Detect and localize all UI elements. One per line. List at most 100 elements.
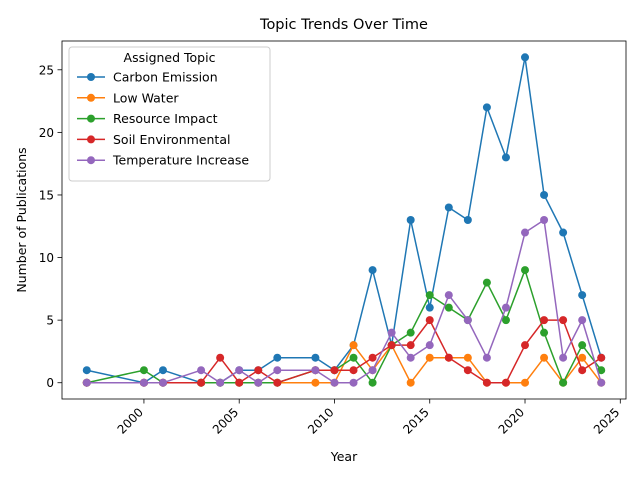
data-point [463, 216, 472, 224]
data-point [444, 291, 453, 300]
data-point [540, 316, 549, 325]
data-point [501, 303, 510, 312]
data-point [559, 378, 568, 387]
data-point [501, 153, 510, 162]
y-tick-label: 15 [39, 188, 54, 202]
data-point [540, 216, 549, 224]
data-point [235, 366, 244, 375]
data-point [425, 316, 434, 325]
y-tick-label: 10 [39, 251, 54, 265]
data-point [82, 366, 91, 375]
data-point [216, 353, 225, 362]
data-point [578, 366, 587, 375]
data-point [482, 353, 491, 362]
y-tick-label: 25 [39, 63, 54, 77]
chart-title: Topic Trends Over Time [259, 17, 428, 33]
data-point [158, 378, 167, 387]
data-point [368, 266, 377, 275]
legend-title: Assigned Topic [124, 50, 216, 65]
plot-area [82, 53, 606, 387]
data-point [254, 366, 263, 375]
y-tick-label: 20 [39, 126, 54, 140]
legend-label: Soil Environmental [113, 132, 230, 147]
legend-marker-swatch [87, 93, 95, 102]
data-point [368, 353, 377, 362]
data-point [425, 341, 434, 350]
legend-label: Carbon Emission [113, 70, 218, 85]
data-point [406, 328, 415, 337]
data-point [501, 378, 510, 387]
data-point [368, 378, 377, 387]
data-point [482, 278, 491, 287]
data-point [597, 353, 606, 362]
data-point [578, 316, 587, 325]
legend-item: Soil Environmental [77, 132, 230, 147]
data-point [406, 216, 415, 224]
legend-label: Resource Impact [113, 111, 218, 126]
data-point [311, 378, 320, 387]
data-point [349, 378, 358, 387]
data-point [482, 378, 491, 387]
data-point [158, 366, 167, 375]
data-point [463, 366, 472, 375]
data-point [349, 353, 358, 362]
data-point [444, 203, 453, 212]
data-point [349, 366, 358, 375]
legend: Assigned Topic Carbon Emission Low Water Re… [68, 46, 271, 182]
legend-marker-swatch [87, 114, 95, 123]
data-point [521, 266, 530, 275]
data-point [406, 378, 415, 387]
legend-label: Low Water [113, 90, 179, 105]
data-point [559, 316, 568, 325]
data-point [273, 353, 282, 362]
data-point [597, 366, 606, 375]
data-point [216, 378, 225, 387]
data-point [521, 341, 530, 350]
legend-marker-swatch [87, 73, 95, 81]
y-axis-label: Number of Publications [14, 147, 29, 292]
data-point [521, 53, 530, 62]
data-point [463, 316, 472, 325]
data-point [463, 353, 472, 362]
data-point [425, 291, 434, 300]
data-point [444, 353, 453, 362]
legend-item: Temperature Increase [77, 153, 249, 168]
data-point [425, 353, 434, 362]
series-temperature-increase [82, 216, 606, 387]
data-point [578, 341, 587, 350]
data-point [540, 190, 549, 199]
data-point [139, 378, 148, 387]
data-point [387, 328, 396, 337]
data-point [273, 366, 282, 375]
data-point [597, 378, 606, 387]
data-point [197, 378, 206, 387]
data-point [311, 353, 320, 362]
data-point [521, 378, 530, 387]
data-point [406, 341, 415, 350]
data-point [254, 378, 263, 387]
data-point [330, 378, 339, 387]
data-point [330, 366, 339, 375]
data-point [578, 353, 587, 362]
x-axis-label: Year [330, 449, 358, 464]
data-point [578, 291, 587, 300]
data-point [559, 228, 568, 237]
data-point [521, 228, 530, 237]
data-point [368, 366, 377, 375]
data-point [349, 341, 358, 350]
data-point [387, 341, 396, 350]
data-point [540, 328, 549, 337]
data-point [82, 378, 91, 387]
legend-marker-swatch [87, 156, 95, 165]
data-point [235, 378, 244, 387]
legend-item: Resource Impact [77, 111, 218, 126]
data-point [273, 378, 282, 387]
data-point [139, 366, 148, 375]
y-tick-label: 5 [46, 314, 54, 328]
legend-marker-swatch [87, 135, 95, 144]
data-point [197, 366, 206, 375]
data-point [540, 353, 549, 362]
y-tick-label: 0 [46, 376, 54, 390]
data-point [406, 353, 415, 362]
